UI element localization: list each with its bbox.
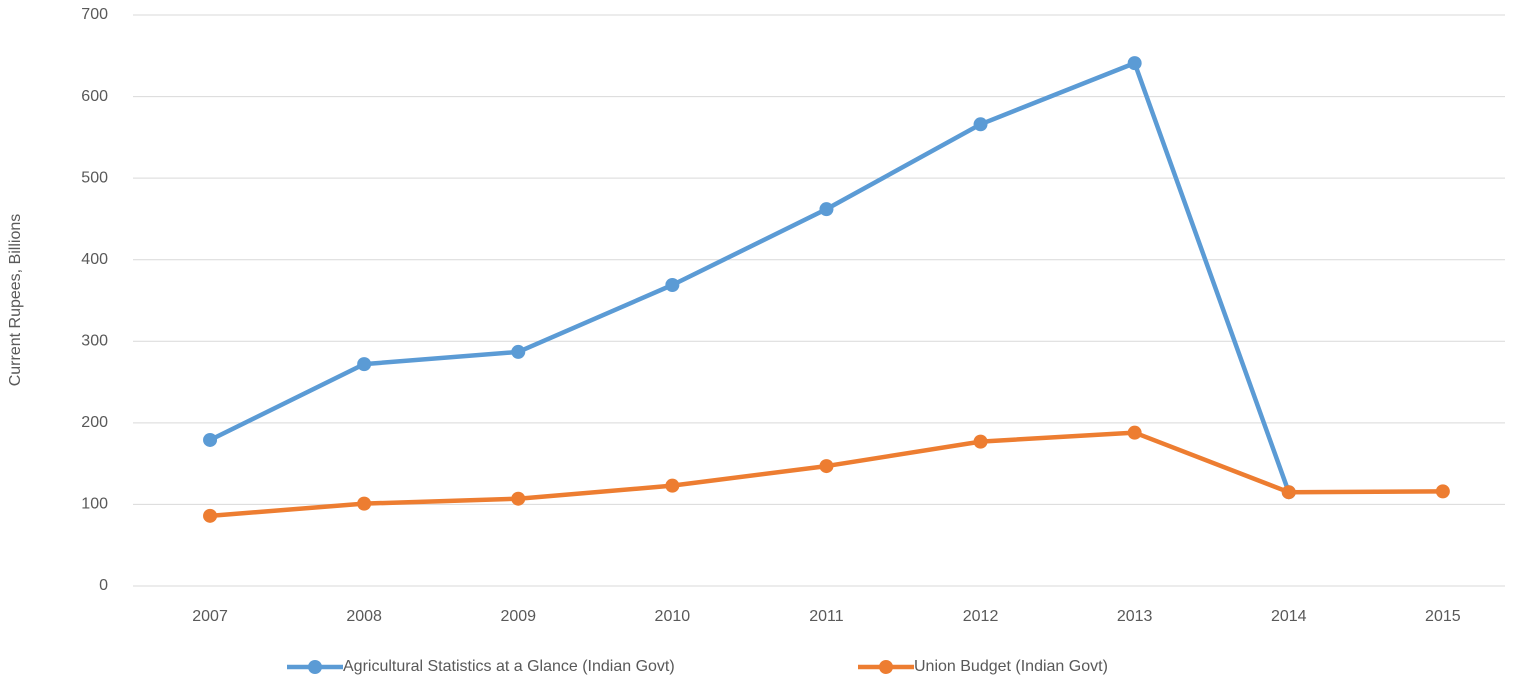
x-tick-label: 2015 [1425,608,1461,625]
point-marker [357,357,372,372]
x-tick-label: 2011 [809,608,844,625]
point-marker [1281,485,1296,500]
point-marker [819,202,834,217]
point-marker [511,491,526,506]
point-marker [1127,425,1142,440]
point-marker [973,117,988,132]
x-tick-label: 2013 [1117,608,1153,625]
legend-label: Agricultural Statistics at a Glance (Ind… [343,658,675,675]
legend-swatch-marker [308,660,322,674]
x-tick-label: 2014 [1271,608,1307,625]
y-tick-label: 300 [81,333,108,350]
x-tick-label: 2008 [346,608,382,625]
x-tick-label: 2010 [655,608,691,625]
y-tick-label: 0 [99,577,108,594]
point-marker [665,278,680,293]
point-marker [511,344,526,359]
point-marker [203,432,218,447]
y-tick-label: 600 [81,88,108,105]
y-axis-label: Current Rupees, Billions [7,214,24,387]
x-tick-label: 2007 [192,608,228,625]
x-tick-label: 2009 [500,608,536,625]
series-line [209,60,1291,493]
x-tick-label: 2012 [963,608,999,625]
y-tick-label: 500 [81,169,108,186]
legend-label: Union Budget (Indian Govt) [914,658,1108,675]
point-marker [973,434,988,449]
point-marker [203,508,218,523]
y-tick-label: 100 [81,496,108,513]
y-tick-label: 700 [81,6,108,23]
y-tick-label: 400 [81,251,108,268]
series-line [209,430,1443,519]
legend-swatch-marker [879,660,893,674]
y-tick-label: 200 [81,414,108,431]
point-marker [1435,484,1450,499]
point-marker [665,478,680,493]
point-marker [1127,56,1142,71]
point-marker [357,496,372,511]
point-marker [819,459,834,474]
